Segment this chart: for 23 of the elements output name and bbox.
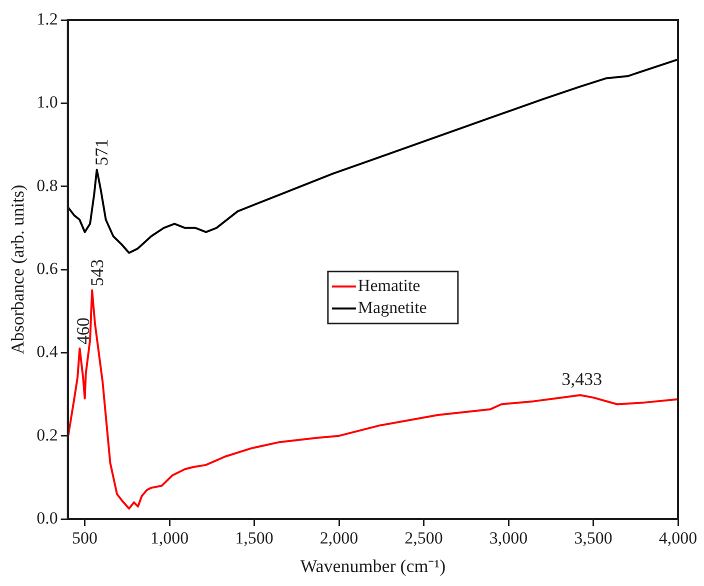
legend-label: Magnetite (358, 298, 427, 317)
y-tick-label: 1.0 (36, 92, 58, 112)
x-tick-label: 1,000 (150, 528, 189, 548)
y-tick-label: 0.4 (36, 342, 58, 362)
x-tick-label: 3,000 (489, 528, 528, 548)
y-tick-label: 0.8 (36, 176, 58, 195)
y-tick-label: 0.2 (36, 425, 58, 444)
y-tick-label: 0.6 (36, 258, 58, 278)
y-tick-label: 0.0 (36, 508, 58, 528)
x-tick-label: 1,500 (235, 528, 274, 548)
y-axis-title: Absorbance (arb. units) (8, 184, 28, 354)
annotation: 460 (72, 318, 93, 345)
annotation: 3,433 (562, 368, 602, 389)
x-tick-label: 2,500 (404, 528, 443, 548)
annotation: 571 (92, 138, 112, 166)
x-tick-label: 2,000 (320, 528, 358, 548)
annotation: 543 (86, 259, 107, 286)
x-tick-label: 500 (72, 528, 98, 548)
x-tick-label: 3,500 (574, 528, 612, 548)
legend-label: Hematite (358, 276, 420, 295)
x-axis-title: Wavenumber (cm⁻¹) (300, 556, 446, 576)
y-tick-label: 1.2 (36, 9, 58, 28)
x-tick-label: 4,000 (658, 528, 698, 548)
